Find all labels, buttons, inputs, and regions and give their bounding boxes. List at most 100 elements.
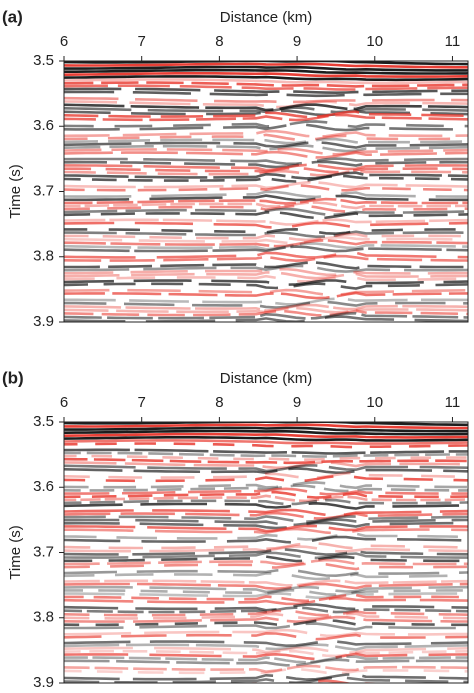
y-tick-label: 3.9	[33, 313, 54, 330]
texture-stripe	[64, 432, 468, 439]
texture-stripe	[64, 558, 468, 566]
texture-stripe	[64, 227, 468, 236]
x-tick-label: 11	[445, 394, 461, 411]
texture-stripe	[64, 511, 468, 520]
x-tick-label: 7	[138, 394, 146, 411]
x-axis-label: Distance (km)	[220, 9, 313, 26]
texture-stripe	[64, 609, 468, 617]
texture-stripe	[64, 640, 468, 648]
y-tick-label: 3.8	[33, 609, 54, 626]
x-tick-label: 6	[60, 394, 68, 411]
texture-stripe	[64, 65, 468, 72]
texture-stripe	[64, 426, 468, 433]
texture-stripe	[64, 515, 468, 524]
x-tick-label: 11	[445, 33, 461, 50]
texture-stripe	[64, 632, 468, 641]
texture-stripe	[64, 207, 468, 217]
y-tick-label: 3.7	[33, 182, 54, 199]
texture-stripe	[64, 487, 468, 496]
texture-stripe	[64, 75, 468, 82]
texture-stripe	[64, 171, 468, 180]
texture-stripe	[64, 254, 468, 263]
texture-stripe	[64, 261, 468, 270]
texture-stripe	[64, 527, 468, 535]
texture-stripe	[64, 501, 468, 510]
y-tick-label: 3.5	[33, 413, 54, 430]
texture-stripe	[64, 274, 468, 283]
texture-stripe	[64, 429, 468, 436]
texture-stripe	[64, 271, 468, 280]
texture-stripe	[64, 524, 468, 533]
texture-stripe	[64, 315, 468, 322]
texture-stripe	[64, 548, 468, 556]
texture-stripe	[64, 72, 468, 78]
texture-stripe	[64, 184, 468, 192]
texture-stripe	[64, 113, 468, 122]
texture-stripe	[64, 201, 468, 210]
texture-stripe	[64, 579, 468, 587]
texture-stripe	[64, 169, 468, 177]
texture-stripe	[64, 521, 468, 530]
texture-stripe	[64, 103, 468, 112]
texture-stripe	[64, 615, 468, 624]
texture-stripe	[64, 133, 468, 142]
texture-stripe	[64, 588, 468, 597]
texture-stripe	[64, 618, 468, 627]
panel-label: (b)	[2, 368, 24, 387]
texture-stripe	[64, 494, 468, 503]
texture-stripe	[64, 460, 468, 470]
x-tick-label: 10	[366, 394, 383, 411]
texture-stripe	[64, 442, 468, 449]
texture-stripe	[64, 423, 468, 430]
texture-stripe	[64, 194, 468, 202]
x-tick-label: 9	[293, 33, 301, 50]
texture-stripe	[64, 518, 468, 527]
texture-stripe	[64, 436, 468, 442]
x-tick-label: 6	[60, 33, 68, 50]
x-axis-label: Distance (km)	[220, 370, 313, 387]
texture-stripe	[64, 230, 468, 239]
texture-stripe	[64, 655, 468, 664]
texture-stripe	[64, 562, 468, 571]
texture-stripe	[64, 137, 468, 145]
x-tick-label: 8	[215, 394, 223, 411]
texture-stripe	[64, 204, 468, 213]
texture-stripe	[64, 585, 468, 594]
texture-stripe	[64, 282, 468, 290]
texture-stripe	[64, 532, 468, 541]
texture-stripe	[64, 190, 468, 199]
texture-stripe	[64, 612, 468, 620]
texture-stripe	[64, 84, 468, 91]
y-axis-label: Time (s)	[7, 164, 24, 218]
texture-stripe	[64, 541, 468, 551]
texture-stripe	[64, 150, 468, 159]
texture-stripe	[64, 471, 468, 480]
texture-stripe	[64, 303, 468, 313]
texture-stripe	[64, 129, 468, 138]
texture-stripe	[64, 667, 468, 675]
texture-stripe	[64, 676, 468, 683]
texture-stripe	[64, 96, 468, 104]
texture-stripe	[64, 144, 468, 153]
x-tick-label: 9	[293, 394, 301, 411]
texture-stripe	[64, 672, 468, 681]
texture-stripe	[64, 664, 468, 674]
texture-stripe	[64, 242, 468, 251]
texture-stripe	[64, 232, 468, 242]
texture-stripe	[64, 591, 468, 600]
texture-stripe	[64, 61, 468, 66]
texture-stripe	[64, 551, 468, 560]
texture-stripe	[64, 235, 468, 245]
texture-stripe	[64, 593, 468, 603]
texture-stripe	[64, 646, 468, 655]
texture-stripe	[64, 603, 468, 612]
x-tick-label: 7	[138, 33, 146, 50]
y-tick-label: 3.6	[33, 478, 54, 495]
texture-stripe	[64, 157, 468, 166]
texture-stripe	[64, 467, 468, 475]
texture-stripe	[64, 622, 468, 631]
texture-stripe	[64, 221, 468, 230]
texture-stripe	[64, 267, 468, 277]
texture-stripe	[64, 643, 468, 651]
